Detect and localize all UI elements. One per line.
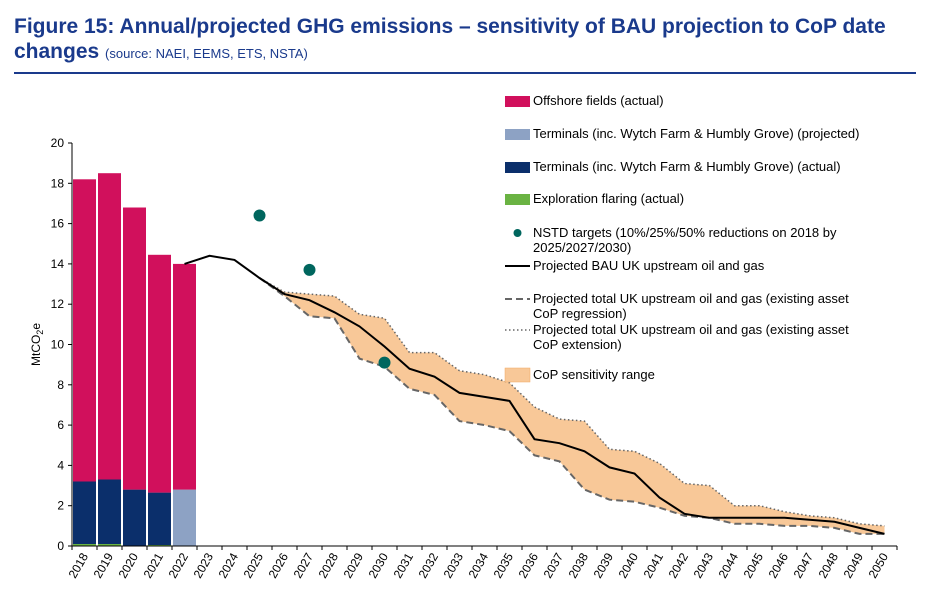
legend-label-terminals-projected: Terminals (inc. Wytch Farm & Humbly Grov…	[533, 126, 859, 141]
legend-label-range-fill: CoP sensitivity range	[533, 367, 655, 382]
header-rule	[14, 72, 916, 74]
x-tick-label-2026: 2026	[266, 550, 292, 580]
nstd-target-2025	[253, 209, 266, 222]
y-tick-label-20: 20	[51, 136, 65, 150]
legend-label-extension: Projected total UK upstream oil and gas …	[533, 322, 849, 352]
legend-label-regression: Projected total UK upstream oil and gas …	[533, 291, 849, 321]
lines-layer	[184, 254, 885, 535]
x-tick-label-2043: 2043	[691, 550, 717, 580]
x-tick-label-2025: 2025	[241, 550, 267, 580]
x-tick-label-2045: 2045	[741, 550, 767, 580]
x-tick-label-2035: 2035	[491, 550, 517, 580]
figure-source: (source: NAEI, EEMS, ETS, NSTA)	[105, 46, 308, 61]
legend-swatch-terminals-actual	[505, 162, 530, 173]
cop-sensitivity-range-area	[259, 278, 885, 534]
legend-swatch-offshore	[505, 96, 530, 107]
x-tick-label-2044: 2044	[716, 550, 742, 580]
y-tick-label-0: 0	[57, 539, 64, 553]
x-tick-label-2038: 2038	[566, 550, 592, 580]
bar-terminals-actual-2019	[98, 479, 121, 544]
bar-terminals-projected-2022	[173, 489, 196, 546]
bar-exploration-2018	[73, 544, 96, 546]
bar-offshore-2020	[123, 207, 146, 490]
legend-swatch-nstd	[513, 229, 522, 237]
x-tick-label-2033: 2033	[441, 550, 467, 580]
range-area-layer	[259, 278, 885, 534]
targets-layer	[253, 209, 391, 369]
x-tick-label-2021: 2021	[141, 550, 167, 580]
y-tick-label-4: 4	[57, 458, 64, 472]
x-tick-label-2019: 2019	[91, 550, 117, 580]
y-tick-label-12: 12	[51, 297, 65, 311]
x-tick-label-2028: 2028	[316, 550, 342, 580]
legend-label-terminals-actual: Terminals (inc. Wytch Farm & Humbly Grov…	[533, 159, 841, 174]
bars-layer	[73, 173, 196, 546]
x-tick-label-2047: 2047	[791, 550, 817, 580]
x-tick-label-2039: 2039	[591, 550, 617, 580]
line-bau	[184, 254, 885, 535]
bar-offshore-2021	[148, 254, 171, 493]
x-tick-label-2046: 2046	[766, 550, 792, 580]
x-tick-label-2034: 2034	[466, 550, 492, 580]
legend-label-nstd: NSTD targets (10%/25%/50% reductions on …	[533, 225, 837, 255]
legend-swatch-range-fill	[504, 367, 531, 383]
x-tick-label-2030: 2030	[366, 550, 392, 580]
y-tick-label-6: 6	[57, 418, 64, 432]
x-tick-label-2022: 2022	[166, 550, 192, 580]
x-tick-label-2029: 2029	[341, 550, 367, 580]
bar-terminals-actual-2020	[123, 489, 146, 546]
x-tick-label-2024: 2024	[216, 550, 242, 580]
x-tick-label-2023: 2023	[191, 550, 217, 580]
legend-label-bau: Projected BAU UK upstream oil and gas	[533, 258, 765, 273]
bar-terminals-actual-2018	[73, 481, 96, 544]
x-tick-label-2031: 2031	[391, 550, 417, 580]
figure-title-text: Figure 15: Annual/projected GHG emission…	[14, 15, 886, 63]
y-tick-label-16: 16	[51, 217, 65, 231]
bar-exploration-2019	[98, 544, 121, 546]
bar-offshore-2022	[173, 263, 196, 490]
y-tick-label-18: 18	[51, 176, 65, 190]
line-extension	[259, 277, 885, 527]
x-tick-label-2049: 2049	[841, 550, 867, 580]
x-tick-label-2037: 2037	[541, 550, 567, 580]
y-tick-label-10: 10	[51, 338, 65, 352]
x-tick-label-2036: 2036	[516, 550, 542, 580]
x-tick-label-2048: 2048	[816, 550, 842, 580]
legend-swatch-terminals-projected	[505, 129, 530, 140]
y-axis-label: MtCO2e	[29, 323, 45, 366]
x-tick-label-2018: 2018	[66, 550, 92, 580]
x-tick-label-2042: 2042	[666, 550, 692, 580]
y-tick-label-8: 8	[57, 378, 64, 392]
x-tick-label-2040: 2040	[616, 550, 642, 580]
y-tick-label-14: 14	[51, 257, 65, 271]
legend-label-offshore: Offshore fields (actual)	[533, 93, 664, 108]
x-tick-label-2020: 2020	[116, 550, 142, 580]
nstd-target-2027	[303, 263, 316, 276]
legend-label-exploration: Exploration flaring (actual)	[533, 191, 684, 206]
figure-header: Figure 15: Annual/projected GHG emission…	[14, 14, 924, 66]
bar-terminals-actual-2021	[148, 492, 171, 545]
legend: Offshore fields (actual) Terminals (inc. …	[504, 93, 859, 383]
bar-offshore-2019	[98, 173, 121, 480]
y-tick-label-2: 2	[57, 499, 64, 513]
nstd-target-2030	[378, 356, 391, 369]
x-tick-label-2050: 2050	[866, 550, 892, 580]
bar-offshore-2018	[73, 179, 96, 482]
x-tick-label-2041: 2041	[641, 550, 667, 580]
legend-swatch-exploration	[505, 194, 530, 205]
x-tick-label-2032: 2032	[416, 550, 442, 580]
line-regression	[258, 277, 885, 535]
figure-title: Figure 15: Annual/projected GHG emission…	[14, 14, 924, 66]
x-tick-label-2027: 2027	[291, 550, 317, 580]
